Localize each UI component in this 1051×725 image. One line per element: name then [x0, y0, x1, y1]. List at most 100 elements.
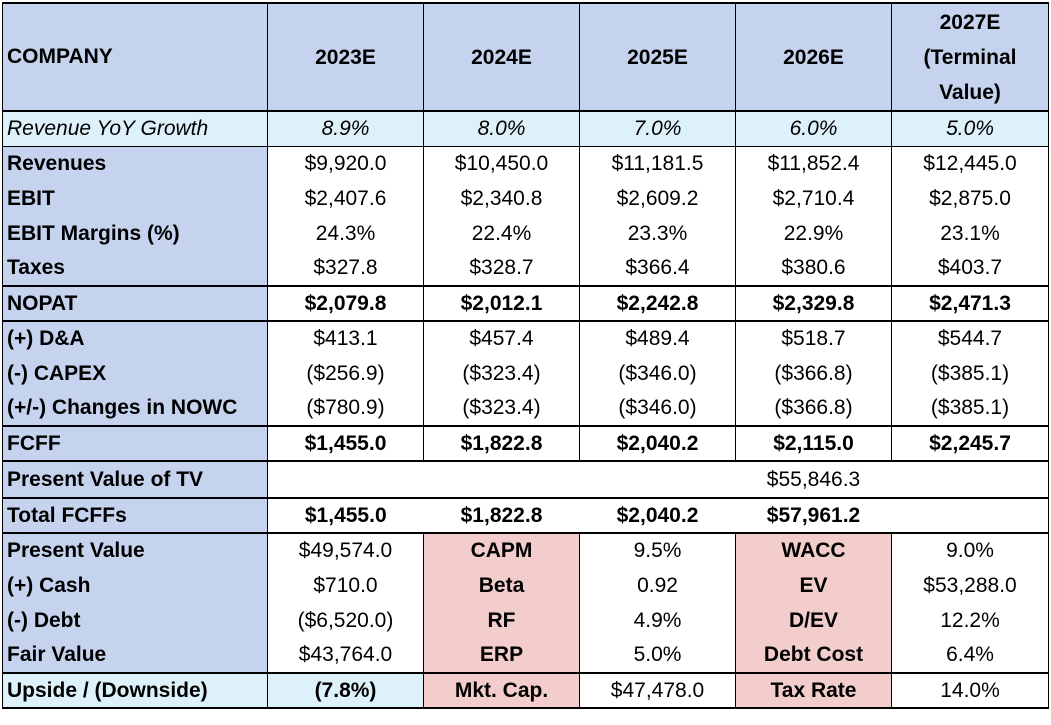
cell-value: $518.7	[735, 321, 892, 356]
cell-value: ($323.4)	[423, 391, 580, 426]
cell-value: ($366.8)	[735, 391, 892, 426]
header-row: COMPANY 2023E 2024E 2025E 2026E 2027E (T…	[2, 2, 1049, 112]
cell-value: $2,340.8	[423, 181, 580, 216]
row-label: Present Value	[2, 533, 268, 568]
cell-value: ($346.0)	[579, 356, 736, 391]
empty-cell	[423, 460, 580, 498]
terminal-line-3: Value)	[939, 80, 1001, 104]
param-value: 6.4%	[891, 638, 1049, 673]
empty-cell	[891, 497, 1049, 534]
growth-label: Revenue YoY Growth	[2, 111, 268, 147]
terminal-line-2: (Terminal	[923, 45, 1017, 69]
param-label: Tax Rate	[735, 672, 892, 709]
fair-value-row: Fair Value $43,764.0 ERP 5.0% Debt Cost …	[2, 638, 1049, 673]
row-label: Taxes	[2, 251, 268, 286]
cell-value: $413.1	[267, 321, 424, 356]
nowc-row: (+/-) Changes in NOWC ($780.9) ($323.4) …	[2, 391, 1049, 426]
row-label: Present Value of TV	[2, 460, 268, 498]
empty-cell	[579, 460, 736, 498]
row-label: (+) D&A	[2, 321, 268, 356]
row-label: NOPAT	[2, 285, 268, 322]
cell-value: 23.1%	[891, 216, 1049, 251]
year-2026-header: 2026E	[735, 2, 892, 112]
cell-value: 24.3%	[267, 216, 424, 251]
cell-value: $2,609.2	[579, 181, 736, 216]
dcf-table: COMPANY 2023E 2024E 2025E 2026E 2027E (T…	[2, 2, 1049, 709]
cell-value: $2,875.0	[891, 181, 1049, 216]
growth-value: 8.0%	[423, 111, 580, 147]
cell-value: $403.7	[891, 251, 1049, 286]
growth-row: Revenue YoY Growth 8.9% 8.0% 7.0% 6.0% 5…	[2, 111, 1049, 147]
cell-value: $489.4	[579, 321, 736, 356]
cell-value: $2,710.4	[735, 181, 892, 216]
row-label: Total FCFFs	[2, 497, 268, 534]
cell-value: $2,329.8	[735, 285, 892, 322]
growth-value: 6.0%	[735, 111, 892, 147]
param-label: EV	[735, 568, 892, 603]
param-value: 4.9%	[579, 603, 736, 638]
param-label: D/EV	[735, 603, 892, 638]
row-label: (-) Debt	[2, 603, 268, 638]
fcff-row: FCFF $1,455.0 $1,822.8 $2,040.2 $2,115.0…	[2, 425, 1049, 462]
upside-row: Upside / (Downside) (7.8%) Mkt. Cap. $47…	[2, 672, 1049, 709]
param-value: $47,478.0	[579, 672, 736, 709]
param-value: 9.0%	[891, 533, 1049, 568]
row-label: (-) CAPEX	[2, 356, 268, 391]
da-row: (+) D&A $413.1 $457.4 $489.4 $518.7 $544…	[2, 321, 1049, 356]
param-label: ERP	[423, 638, 580, 673]
cell-value: ($346.0)	[579, 391, 736, 426]
param-label: CAPM	[423, 533, 580, 568]
cell-value: $2,040.2	[579, 425, 736, 462]
total-fcff-row: Total FCFFs $1,455.0 $1,822.8 $2,040.2 $…	[2, 497, 1049, 534]
capex-row: (-) CAPEX ($256.9) ($323.4) ($346.0) ($3…	[2, 356, 1049, 391]
empty-cell	[267, 460, 424, 498]
param-value: 0.92	[579, 568, 736, 603]
company-header: COMPANY	[2, 2, 268, 112]
cell-value: $9,920.0	[267, 146, 424, 181]
year-2023-header: 2023E	[267, 2, 424, 112]
row-label: Upside / (Downside)	[2, 672, 268, 709]
pv-tv-row: Present Value of TV $55,846.3	[2, 460, 1049, 498]
cell-value: $49,574.0	[267, 533, 424, 568]
cell-value: ($780.9)	[267, 391, 424, 426]
cell-value: $1,822.8	[423, 497, 580, 534]
param-value: 14.0%	[891, 672, 1049, 709]
upside-value: (7.8%)	[267, 672, 424, 709]
ebit-margins-row: EBIT Margins (%) 24.3% 22.4% 23.3% 22.9%…	[2, 216, 1049, 251]
cell-value: $2,040.2	[579, 497, 736, 534]
present-value-row: Present Value $49,574.0 CAPM 9.5% WACC 9…	[2, 533, 1049, 568]
terminal-line-1: 2027E	[939, 10, 1001, 34]
cell-value: $2,079.8	[267, 285, 424, 322]
cell-value: $55,846.3	[735, 460, 892, 498]
param-label: Beta	[423, 568, 580, 603]
nopat-row: NOPAT $2,079.8 $2,012.1 $2,242.8 $2,329.…	[2, 285, 1049, 322]
cell-value: $2,012.1	[423, 285, 580, 322]
param-label: Debt Cost	[735, 638, 892, 673]
cell-value: $57,961.2	[735, 497, 892, 534]
cell-value: ($323.4)	[423, 356, 580, 391]
cell-value: $12,445.0	[891, 146, 1049, 181]
terminal-header: 2027E (Terminal Value)	[891, 2, 1049, 112]
cash-row: (+) Cash $710.0 Beta 0.92 EV $53,288.0	[2, 568, 1049, 603]
debt-row: (-) Debt ($6,520.0) RF 4.9% D/EV 12.2%	[2, 603, 1049, 638]
cell-value: ($366.8)	[735, 356, 892, 391]
empty-cell	[891, 460, 1049, 498]
growth-value: 7.0%	[579, 111, 736, 147]
cell-value: $1,822.8	[423, 425, 580, 462]
ebit-row: EBIT $2,407.6 $2,340.8 $2,609.2 $2,710.4…	[2, 181, 1049, 216]
row-label: (+) Cash	[2, 568, 268, 603]
param-label: RF	[423, 603, 580, 638]
row-label: EBIT	[2, 181, 268, 216]
cell-value: ($6,520.0)	[267, 603, 424, 638]
param-value: 5.0%	[579, 638, 736, 673]
year-2025-header: 2025E	[579, 2, 736, 112]
cell-value: $2,471.3	[891, 285, 1049, 322]
cell-value: $1,455.0	[267, 425, 424, 462]
year-2024-header: 2024E	[423, 2, 580, 112]
cell-value: $2,407.6	[267, 181, 424, 216]
cell-value: 22.9%	[735, 216, 892, 251]
param-value: $53,288.0	[891, 568, 1049, 603]
cell-value: $11,181.5	[579, 146, 736, 181]
cell-value: $10,450.0	[423, 146, 580, 181]
cell-value: $366.4	[579, 251, 736, 286]
